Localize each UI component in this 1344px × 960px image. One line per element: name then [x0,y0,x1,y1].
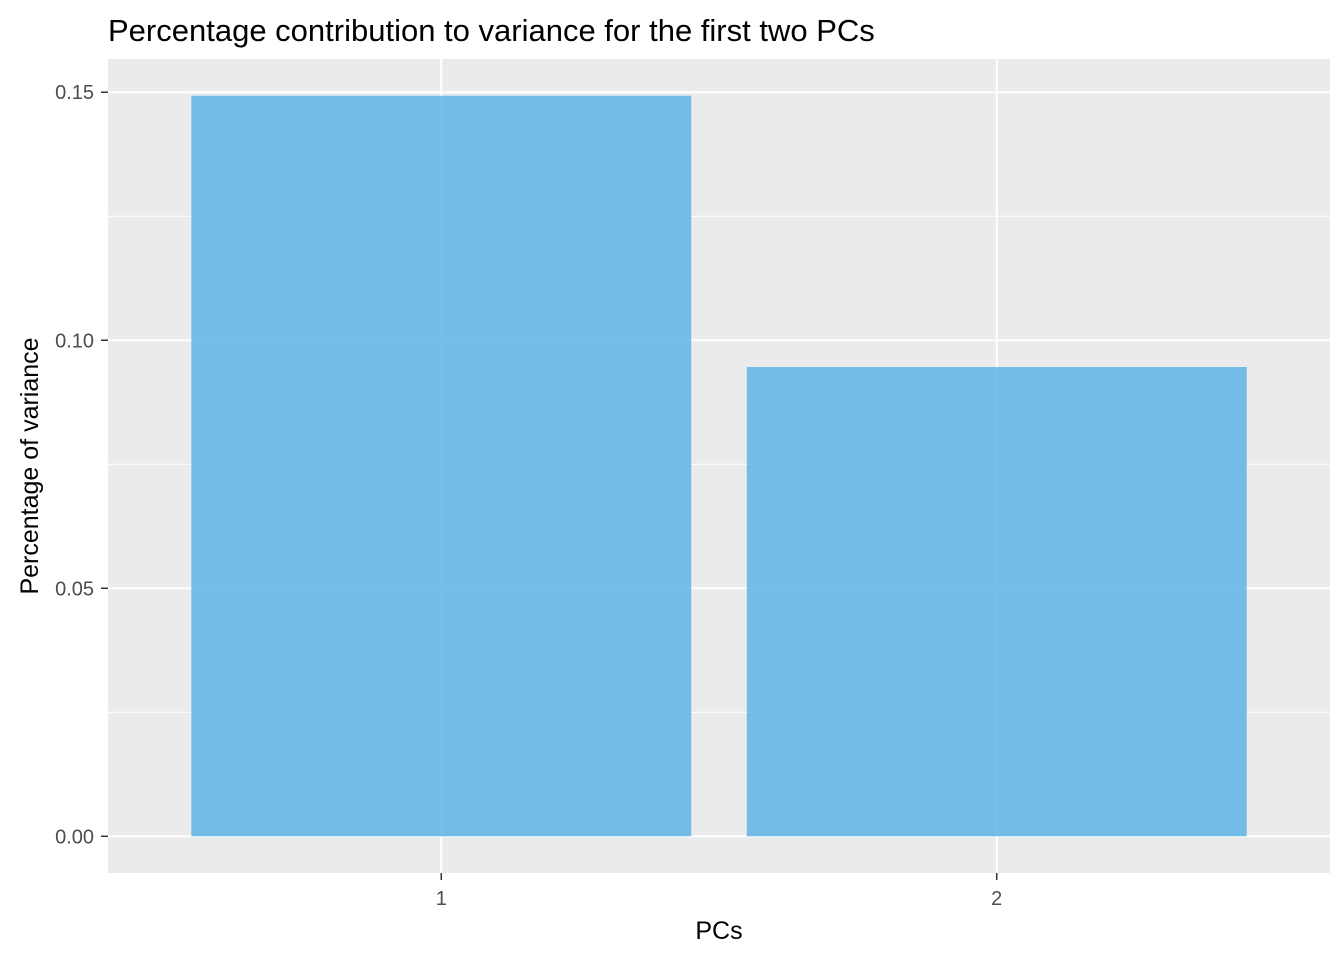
y-tick-label: 0.10 [55,330,94,352]
bar-pc-2 [746,367,1247,837]
x-tick-label: 2 [991,888,1002,910]
y-tick-label: 0.00 [55,826,94,848]
x-axis-title: PCs [695,917,742,945]
y-axis-title: Percentage of variance [16,337,44,594]
x-tick-label: 1 [436,888,447,910]
chart-title: Percentage contribution to variance for … [108,13,875,48]
y-tick-label: 0.05 [55,578,94,600]
y-tick-label: 0.15 [55,82,94,104]
bar-pc-1 [191,95,692,837]
